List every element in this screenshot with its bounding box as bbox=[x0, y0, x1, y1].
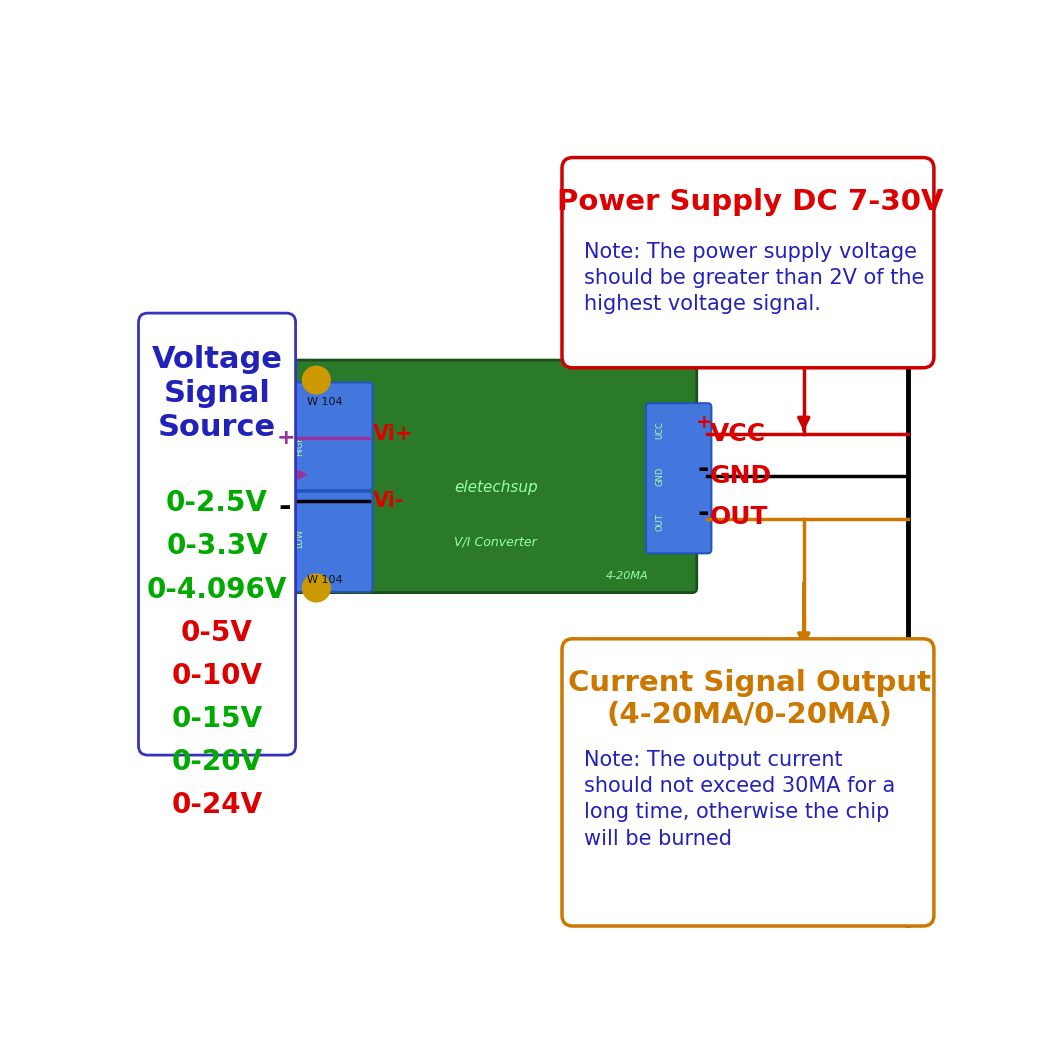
FancyBboxPatch shape bbox=[646, 403, 712, 553]
Text: -: - bbox=[698, 455, 710, 483]
Circle shape bbox=[302, 366, 330, 394]
Text: W 104: W 104 bbox=[307, 575, 342, 585]
FancyBboxPatch shape bbox=[562, 158, 933, 368]
Text: Power Supply DC 7-30V: Power Supply DC 7-30V bbox=[556, 188, 943, 215]
Text: 0-4.096V: 0-4.096V bbox=[147, 575, 288, 604]
Text: Note: The output current
should not exceed 30MA for a
long time, otherwise the c: Note: The output current should not exce… bbox=[584, 750, 896, 848]
Text: -: - bbox=[698, 499, 710, 526]
Text: W 104: W 104 bbox=[307, 397, 342, 406]
Text: 0-5V: 0-5V bbox=[181, 618, 253, 647]
FancyBboxPatch shape bbox=[284, 491, 373, 592]
Text: 0-3.3V: 0-3.3V bbox=[166, 532, 268, 561]
Text: 0-20V: 0-20V bbox=[171, 748, 262, 776]
Text: V/I Converter: V/I Converter bbox=[455, 536, 538, 548]
Text: 0-2.5V: 0-2.5V bbox=[166, 489, 268, 518]
Text: OUT: OUT bbox=[655, 513, 665, 531]
Text: LOW: LOW bbox=[295, 528, 303, 548]
Text: +: + bbox=[277, 427, 296, 448]
Text: Current Signal Output
(4-20MA/0-20MA): Current Signal Output (4-20MA/0-20MA) bbox=[568, 669, 931, 730]
Text: GND: GND bbox=[710, 464, 772, 488]
Text: Vi-: Vi- bbox=[373, 491, 404, 511]
Text: 0-10V: 0-10V bbox=[171, 662, 262, 690]
FancyBboxPatch shape bbox=[562, 638, 933, 926]
Text: +: + bbox=[695, 413, 712, 432]
Text: 0-15V: 0-15V bbox=[171, 705, 262, 733]
Text: OUT: OUT bbox=[710, 505, 769, 529]
Text: Note: The power supply voltage
should be greater than 2V of the
highest voltage : Note: The power supply voltage should be… bbox=[584, 242, 925, 314]
Text: 4-20MA: 4-20MA bbox=[606, 571, 648, 582]
Text: GND: GND bbox=[655, 466, 665, 486]
Text: eletechsup: eletechsup bbox=[454, 481, 538, 496]
FancyBboxPatch shape bbox=[284, 382, 373, 490]
Text: -: - bbox=[278, 492, 291, 522]
FancyBboxPatch shape bbox=[139, 313, 296, 755]
Text: UCC: UCC bbox=[655, 421, 665, 439]
Text: HIGH: HIGH bbox=[295, 435, 303, 457]
Text: Vi+: Vi+ bbox=[373, 424, 413, 444]
Circle shape bbox=[302, 574, 330, 602]
Text: VCC: VCC bbox=[710, 422, 765, 446]
Text: Voltage
Signal
Source: Voltage Signal Source bbox=[151, 345, 282, 442]
FancyBboxPatch shape bbox=[279, 360, 697, 592]
Text: 0-24V: 0-24V bbox=[171, 791, 262, 819]
